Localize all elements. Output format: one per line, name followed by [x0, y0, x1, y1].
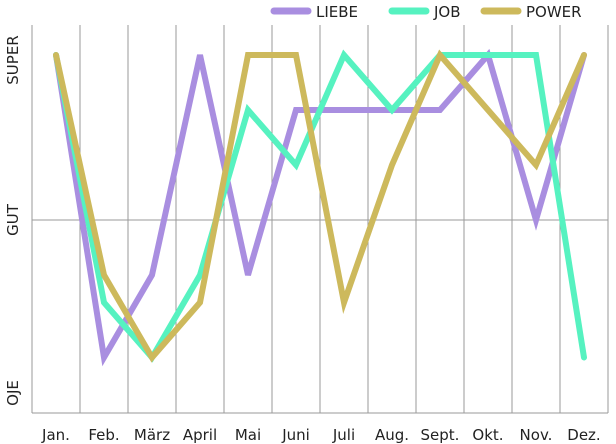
legend-label-job: JOB	[433, 3, 461, 21]
x-tick-label: Jan.	[41, 426, 70, 444]
legend-label-liebe: LIEBE	[316, 3, 358, 21]
y-tick-label: GUT	[4, 203, 22, 236]
y-axis-ticks: OJE GUT SUPER	[4, 35, 22, 406]
x-tick-label: Dez.	[567, 426, 600, 444]
legend: LIEBE JOB POWER	[270, 3, 582, 21]
x-tick-label: Nov.	[520, 426, 553, 444]
x-tick-label: Aug.	[375, 426, 409, 444]
y-tick-label: OJE	[4, 380, 22, 406]
grid-lines	[31, 25, 609, 414]
x-axis-ticks: Jan. Feb. März April Mai Juni Juli Aug. Sept. Okt…	[41, 426, 601, 444]
x-tick-label: Mai	[235, 426, 261, 444]
x-tick-label: April	[183, 426, 217, 444]
x-tick-label: Okt.	[472, 426, 503, 444]
x-tick-label: Sept.	[421, 426, 460, 444]
x-tick-label: Juli	[332, 426, 355, 444]
x-tick-label: März	[134, 426, 170, 444]
x-tick-label: Feb.	[88, 426, 119, 444]
x-tick-label: Juni	[281, 426, 310, 444]
series-lines	[53, 48, 587, 367]
series-line-power	[53, 49, 587, 363]
y-tick-label: SUPER	[4, 35, 22, 84]
legend-label-power: POWER	[526, 3, 582, 21]
